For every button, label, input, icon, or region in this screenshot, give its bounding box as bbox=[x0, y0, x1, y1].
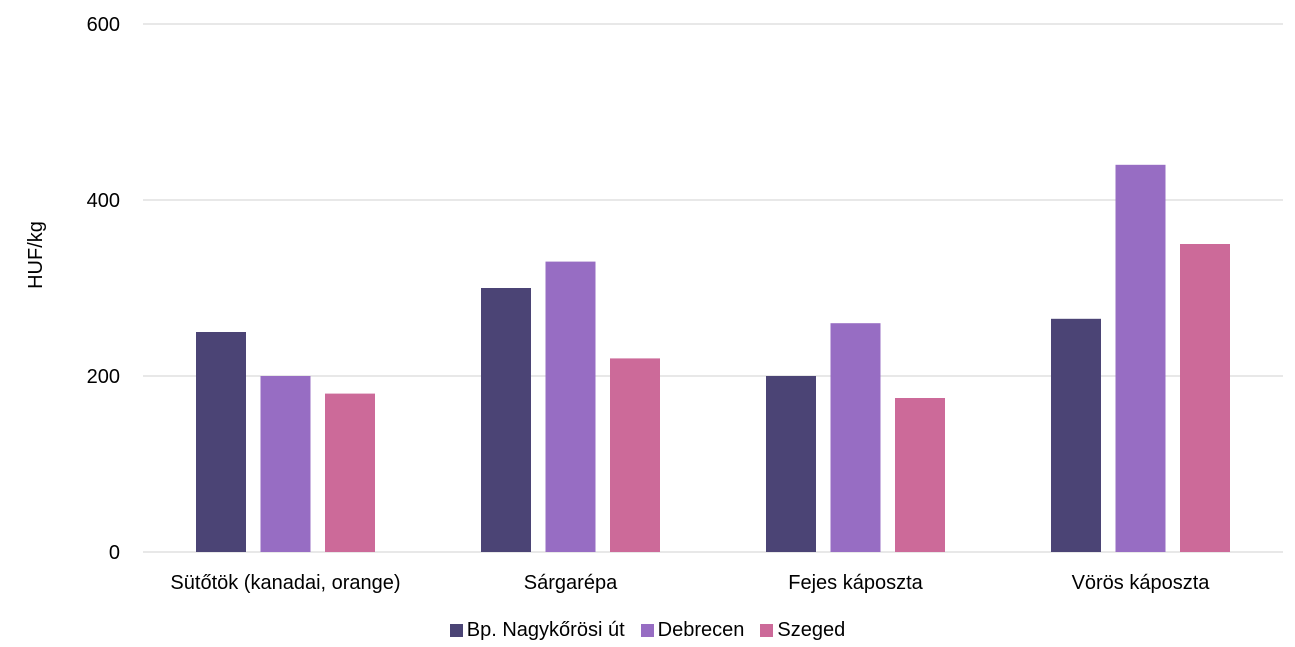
legend-swatch-bp bbox=[449, 624, 463, 637]
legend: Bp. Nagykőrösi út Debrecen Szeged bbox=[0, 619, 1295, 642]
y-tick-label: 0 bbox=[109, 542, 120, 564]
bar bbox=[1115, 164, 1166, 553]
legend-item-bp: Bp. Nagykőrösi út bbox=[449, 619, 625, 642]
legend-item-debrecen: Debrecen bbox=[640, 619, 745, 642]
bar bbox=[260, 376, 311, 552]
legend-swatch-szeged bbox=[760, 624, 774, 637]
x-category-label: Fejes káposzta bbox=[788, 572, 923, 594]
x-category-label: Sárgarépa bbox=[524, 572, 618, 594]
x-axis-categories: Sütőtök (kanadai, orange) Sárgarépa Fejes … bbox=[170, 572, 1210, 594]
y-tick-label: 200 bbox=[87, 366, 120, 388]
y-axis-ticks: 0 200 400 600 bbox=[87, 14, 120, 564]
bar bbox=[830, 323, 881, 552]
bar bbox=[1051, 318, 1101, 552]
bar bbox=[895, 398, 945, 552]
legend-label-bp: Bp. Nagykőrösi út bbox=[466, 619, 625, 641]
legend-item-szeged: Szeged bbox=[760, 619, 845, 642]
bar bbox=[325, 393, 375, 552]
bar bbox=[766, 376, 816, 552]
x-category-label: Sütőtök (kanadai, orange) bbox=[170, 572, 400, 594]
y-tick-label: 400 bbox=[87, 190, 120, 212]
gridlines bbox=[143, 23, 1283, 553]
bar bbox=[196, 332, 246, 552]
legend-label-szeged: Szeged bbox=[777, 619, 846, 641]
bar bbox=[545, 261, 596, 552]
legend-label-debrecen: Debrecen bbox=[657, 619, 745, 641]
bars bbox=[196, 164, 1230, 553]
y-axis-label: HUF/kg bbox=[25, 221, 47, 289]
legend-swatch-debrecen bbox=[640, 624, 654, 637]
y-tick-label: 600 bbox=[87, 14, 120, 36]
bar bbox=[610, 358, 660, 552]
bar bbox=[1180, 244, 1230, 552]
x-category-label: Vörös káposzta bbox=[1072, 572, 1211, 594]
bar bbox=[481, 288, 531, 552]
